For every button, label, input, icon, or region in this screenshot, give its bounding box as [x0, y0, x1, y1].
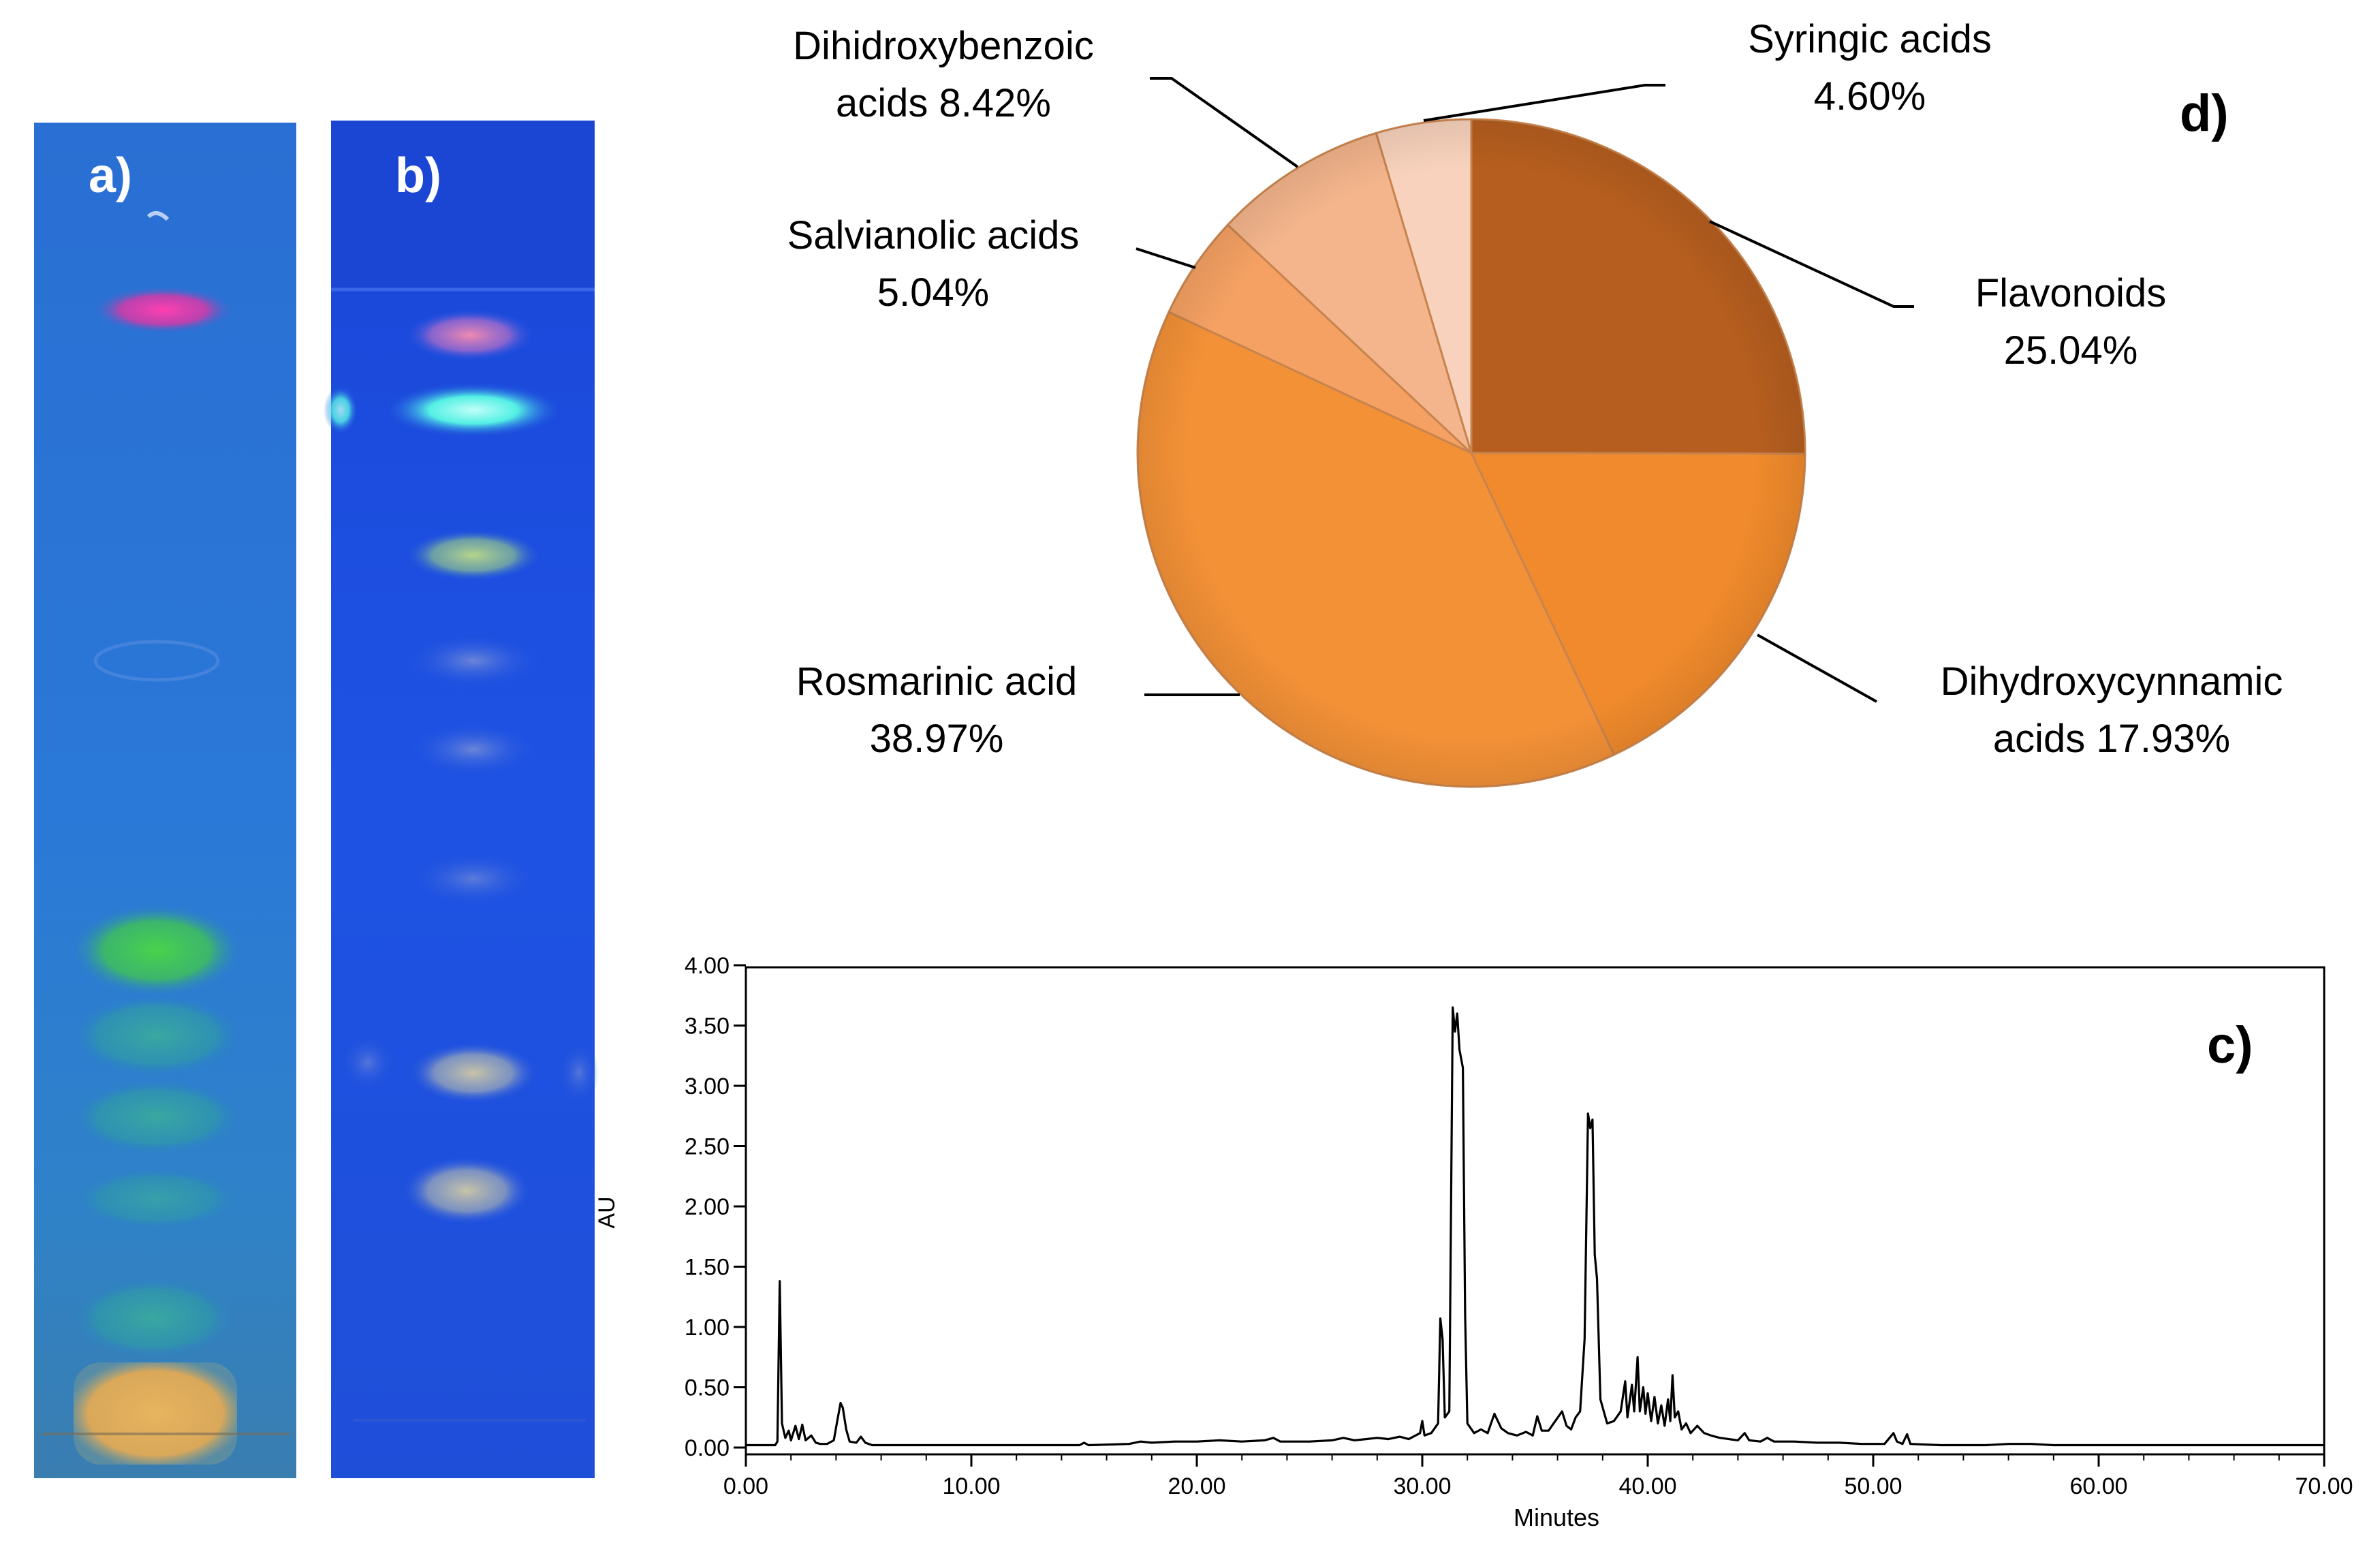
- x-tick-label: 70.00: [2295, 1473, 2353, 1499]
- pie-label-flavonoids-line-0: Flavonoids: [1975, 271, 2166, 315]
- plate-b-spot-beige-1: [409, 1042, 538, 1104]
- pie-label-flavonoids-line-1: 25.04%: [2004, 328, 2138, 373]
- pie-leader-dihydroxycinnamic: [1757, 634, 1877, 703]
- y-tick-label: 4.00: [685, 953, 730, 979]
- y-axis-ticks: 0.00 0.50 1.00 1.50 2.00 2.50 3.00 3.50 4.00: [685, 953, 746, 1461]
- plate-b-spot-faint-3: [409, 851, 538, 906]
- plate-a-faint-band: [93, 640, 220, 682]
- y-tick-label: 0.00: [685, 1435, 730, 1461]
- pie-label-dihydroxycinnamic-line-1: acids 17.93%: [1993, 717, 2230, 761]
- x-axis-label: Minutes: [1514, 1503, 1599, 1531]
- tlc-plate-b: b): [324, 121, 599, 1478]
- x-tick-label: 40.00: [1618, 1473, 1676, 1499]
- pie-label-dihydroxycinnamic-line-0: Dihydroxycynnamic: [1941, 659, 2283, 704]
- x-tick-label: 50.00: [1844, 1473, 1902, 1499]
- y-tick-label: 3.00: [685, 1074, 730, 1099]
- plate-b-spot-yellowgreen: [405, 529, 542, 581]
- x-tick-label: 30.00: [1393, 1473, 1451, 1499]
- pie-label-syringic-line-0: Syringic acids: [1748, 17, 1992, 61]
- x-axis-ticks: 0.00 10.00 20.00 30.00 40.00 50.00 60.00 70.00: [723, 1454, 2353, 1499]
- plate-a-spot-magenta: [92, 286, 235, 334]
- y-tick-label: 3.50: [685, 1014, 730, 1040]
- plate-a-spot-teal-1: [72, 995, 242, 1076]
- panel-label-c: c): [2207, 1016, 2253, 1074]
- y-tick-label: 0.50: [685, 1375, 730, 1401]
- pie-label-dihydroxycinnamic: Dihydroxycynnamic acids 17.93%: [1941, 659, 2283, 761]
- plate-a-spot-teal-4: [72, 1277, 235, 1359]
- plate-a-spot-teal-2: [72, 1080, 242, 1155]
- plate-b-spot-faint-1: [405, 634, 542, 688]
- plate-a-spot-orange: [74, 1362, 237, 1465]
- x-tick-label: 60.00: [2069, 1473, 2127, 1499]
- panel-label-d: d): [2180, 84, 2229, 142]
- pie-leader-dihidroxybenzoic: [1150, 77, 1299, 168]
- tlc-plate-a: a): [34, 123, 296, 1478]
- plate-b-spot-cyan-edge: [324, 386, 358, 434]
- chromatogram-plot-frame: [745, 966, 2326, 1456]
- y-tick-label: 1.50: [685, 1255, 730, 1281]
- pie-leader-syringic: [1423, 84, 1665, 122]
- pie-label-rosmarinic: Rosmarinic acid 38.97%: [796, 659, 1078, 761]
- plate-a-spot-teal-3: [75, 1168, 238, 1230]
- pie-labels: Flavonoids 25.04% Dihydroxycynnamic acids 1…: [787, 17, 2283, 761]
- plate-a-mark: [146, 210, 170, 221]
- x-tick-label: 0.00: [723, 1473, 768, 1499]
- panel-label-a: a): [89, 149, 132, 203]
- plate-a-background: [34, 123, 296, 1478]
- y-axis-label: AU: [594, 1196, 620, 1228]
- pie-leader-flavonoids: [1709, 220, 1914, 308]
- pie-label-rosmarinic-line-1: 38.97%: [870, 717, 1004, 761]
- pie-label-rosmarinic-line-0: Rosmarinic acid: [796, 659, 1078, 704]
- pie-label-salvianolic-line-1: 5.04%: [877, 270, 989, 315]
- pie-label-syringic: Syringic acids 4.60%: [1748, 17, 1992, 119]
- y-tick-label: 1.00: [685, 1315, 730, 1341]
- plate-b-spot-edge-right: [559, 1042, 599, 1104]
- plate-a-spot-green: [68, 903, 245, 998]
- pie-label-salvianolic-line-0: Salvianolic acids: [787, 213, 1080, 257]
- plate-b-spot-edge: [341, 1035, 395, 1090]
- panel-label-b: b): [395, 149, 441, 203]
- pie-edge-shade: [1138, 119, 1805, 787]
- plate-b-spot-faint-2: [409, 722, 538, 777]
- plate-b-solvent-front-region: [331, 121, 595, 290]
- pie-label-syringic-line-1: 4.60%: [1814, 74, 1926, 119]
- pie-chart: Flavonoids 25.04% Dihydroxycynnamic acids 1…: [787, 17, 2283, 788]
- plate-b-spot-beige-2: [402, 1157, 531, 1225]
- pie-leader-salvianolic: [1136, 247, 1196, 269]
- pie-label-dihidroxybenzoic-line-0: Dihidroxybenzoic: [793, 24, 1094, 68]
- chromatogram: 0.00 0.50 1.00 1.50 2.00 2.50 3.00 3.50 4.00 0.0…: [594, 953, 2353, 1531]
- x-tick-label: 10.00: [942, 1473, 1000, 1499]
- pie-label-salvianolic: Salvianolic acids 5.04%: [787, 213, 1080, 315]
- x-tick-label: 20.00: [1168, 1473, 1225, 1499]
- pie-leader-lines: [1136, 77, 1914, 703]
- y-tick-label: 2.00: [685, 1194, 730, 1220]
- plate-b-spot-cyan: [385, 383, 562, 437]
- pie-label-dihidroxybenzoic-line-1: acids 8.42%: [836, 81, 1051, 125]
- pie-label-dihidroxybenzoic: Dihidroxybenzoic acids 8.42%: [793, 24, 1094, 125]
- y-tick-label: 2.50: [685, 1134, 730, 1160]
- chromatogram-trace: [746, 1006, 2324, 1447]
- pie-label-flavonoids: Flavonoids 25.04%: [1975, 271, 2166, 373]
- plate-b-spot-pink: [405, 309, 535, 361]
